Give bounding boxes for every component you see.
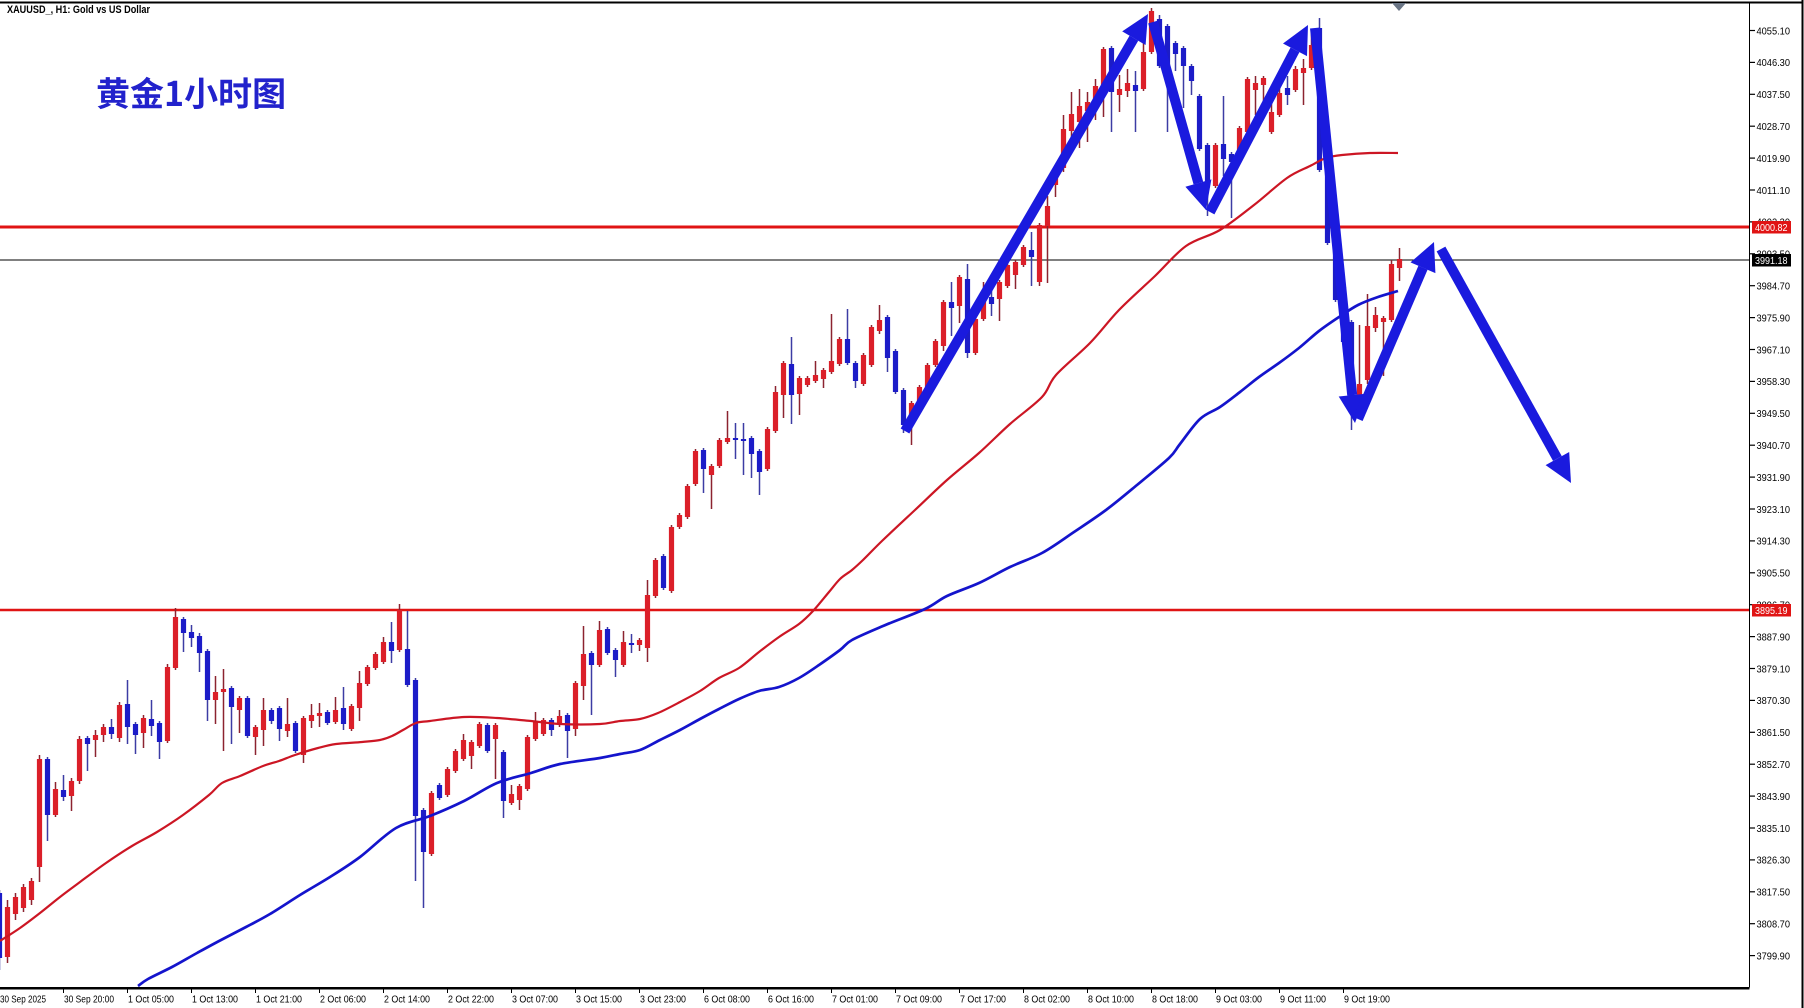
svg-text:4046.30: 4046.30 (1757, 57, 1791, 69)
svg-text:1 Oct 05:00: 1 Oct 05:00 (128, 994, 174, 1006)
svg-text:3905.50: 3905.50 (1757, 568, 1791, 580)
svg-text:6 Oct 08:00: 6 Oct 08:00 (704, 994, 750, 1006)
svg-text:3975.90: 3975.90 (1757, 312, 1791, 324)
svg-text:8 Oct 18:00: 8 Oct 18:00 (1152, 994, 1198, 1006)
svg-text:3817.50: 3817.50 (1757, 887, 1791, 899)
svg-text:4028.70: 4028.70 (1757, 121, 1791, 133)
svg-text:3958.30: 3958.30 (1757, 376, 1791, 388)
svg-text:8 Oct 10:00: 8 Oct 10:00 (1088, 994, 1134, 1006)
svg-text:1 Oct 21:00: 1 Oct 21:00 (256, 994, 302, 1006)
svg-text:3852.70: 3852.70 (1757, 759, 1791, 771)
svg-text:6 Oct 16:00: 6 Oct 16:00 (768, 994, 814, 1006)
svg-text:7 Oct 09:00: 7 Oct 09:00 (896, 994, 942, 1006)
svg-text:3879.10: 3879.10 (1757, 663, 1791, 675)
svg-text:3861.50: 3861.50 (1757, 727, 1791, 739)
svg-text:3835.10: 3835.10 (1757, 823, 1791, 835)
svg-text:2 Oct 14:00: 2 Oct 14:00 (384, 994, 430, 1006)
svg-text:4019.90: 4019.90 (1757, 153, 1791, 165)
svg-text:4055.10: 4055.10 (1757, 25, 1791, 37)
svg-text:3895.19: 3895.19 (1755, 605, 1788, 617)
svg-text:4000.82: 4000.82 (1755, 222, 1788, 234)
svg-text:3843.90: 3843.90 (1757, 791, 1791, 803)
svg-text:4011.10: 4011.10 (1757, 185, 1791, 197)
svg-text:3799.90: 3799.90 (1757, 950, 1791, 962)
svg-text:4037.50: 4037.50 (1757, 89, 1791, 101)
svg-text:3949.50: 3949.50 (1757, 408, 1791, 420)
svg-text:8 Oct 02:00: 8 Oct 02:00 (1024, 994, 1070, 1006)
svg-text:9 Oct 03:00: 9 Oct 03:00 (1216, 994, 1262, 1006)
svg-text:3 Oct 23:00: 3 Oct 23:00 (640, 994, 686, 1006)
svg-text:1 Oct 13:00: 1 Oct 13:00 (192, 994, 238, 1006)
svg-text:9 Oct 11:00: 9 Oct 11:00 (1280, 994, 1326, 1006)
svg-text:30 Sep 2025: 30 Sep 2025 (0, 994, 46, 1006)
svg-text:2 Oct 22:00: 2 Oct 22:00 (448, 994, 494, 1006)
svg-text:3984.70: 3984.70 (1757, 281, 1791, 293)
svg-text:9 Oct 19:00: 9 Oct 19:00 (1344, 994, 1390, 1006)
svg-text:3967.10: 3967.10 (1757, 344, 1791, 356)
svg-text:3887.90: 3887.90 (1757, 631, 1791, 643)
svg-text:3826.30: 3826.30 (1757, 855, 1791, 867)
svg-text:3931.90: 3931.90 (1757, 472, 1791, 484)
svg-text:3923.10: 3923.10 (1757, 504, 1791, 516)
svg-text:3914.30: 3914.30 (1757, 536, 1791, 548)
svg-text:30 Sep 20:00: 30 Sep 20:00 (64, 994, 114, 1006)
svg-text:3870.30: 3870.30 (1757, 695, 1791, 707)
svg-text:3991.18: 3991.18 (1755, 255, 1788, 267)
svg-text:7 Oct 01:00: 7 Oct 01:00 (832, 994, 878, 1006)
svg-text:3808.70: 3808.70 (1757, 919, 1791, 931)
svg-text:2 Oct 06:00: 2 Oct 06:00 (320, 994, 366, 1006)
svg-text:3 Oct 07:00: 3 Oct 07:00 (512, 994, 558, 1006)
svg-text:3940.70: 3940.70 (1757, 440, 1791, 452)
svg-text:XAUUSD_, H1: Gold vs US Dollar: XAUUSD_, H1: Gold vs US Dollar (7, 4, 151, 16)
svg-text:3 Oct 15:00: 3 Oct 15:00 (576, 994, 622, 1006)
svg-text:7 Oct 17:00: 7 Oct 17:00 (960, 994, 1006, 1006)
